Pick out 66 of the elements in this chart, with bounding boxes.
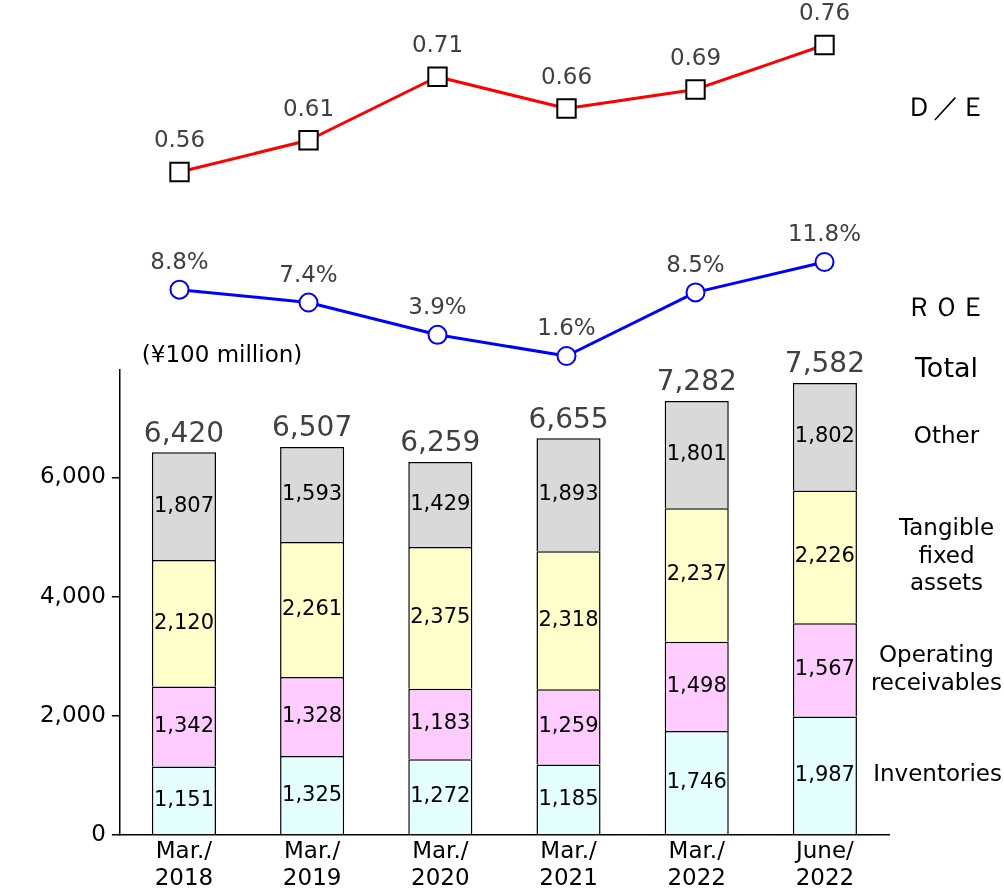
data-label: 11.8% (787, 220, 862, 247)
data-label: 1,342 (153, 712, 214, 737)
data-label: 1,801 (666, 441, 727, 466)
point (169, 279, 190, 300)
data-label: 1,259 (538, 713, 599, 738)
data-label: 8.8% (150, 248, 209, 275)
x-tick-label: June/ 2022 (793, 837, 855, 890)
text: Ｄ／Ｅ (906, 90, 987, 122)
data-label: 0.61 (282, 94, 335, 121)
text: Other (913, 421, 980, 448)
point (685, 282, 706, 303)
y-tick-label: 0 (91, 820, 106, 847)
data-label: 0.69 (669, 43, 722, 70)
data-label: 1,185 (538, 785, 599, 810)
point (556, 346, 577, 366)
data-label: 0.66 (540, 62, 593, 89)
series-label: Inventories (873, 760, 1003, 787)
data-label: 2,120 (153, 609, 214, 634)
data-label: 1,593 (282, 481, 343, 506)
total-label: 6,420 (143, 415, 225, 449)
data-label: 1,802 (794, 423, 855, 448)
data-label: 1.6% (537, 314, 596, 341)
series-label: Operating receivables (870, 641, 1002, 695)
data-label: 7.4% (279, 261, 338, 288)
total-label: 7,282 (656, 364, 737, 398)
data-label: 3.9% (408, 293, 467, 320)
data-label: 1,498 (666, 672, 727, 697)
x-tick-label: Mar./ 2021 (539, 837, 598, 890)
data-label: 2,375 (410, 604, 471, 629)
total-label: 6,507 (272, 410, 353, 444)
series-label: Tangible fixed assets (897, 514, 995, 596)
y-tick-label: 2,000 (39, 700, 106, 727)
data-label: 1,987 (794, 761, 855, 786)
data-label: 2,226 (794, 543, 855, 568)
data-label: 1,325 (282, 781, 343, 806)
x-tick-label: Mar./ 2022 (667, 837, 726, 890)
data-label: 1,746 (666, 769, 727, 794)
total-label: 6,259 (400, 425, 481, 459)
data-label: 2,261 (282, 595, 343, 620)
x-tick-label: Mar./ 2019 (282, 837, 342, 890)
point (814, 252, 835, 272)
data-label: 2,237 (666, 561, 727, 586)
data-label: 1,151 (153, 786, 214, 811)
text: Total (913, 352, 979, 384)
data-label: 1,893 (538, 481, 599, 506)
y-tick-label: 6,000 (39, 462, 106, 489)
data-label: 2,318 (538, 606, 599, 631)
data-label: 1,328 (282, 702, 343, 727)
data-label: 0.56 (153, 126, 206, 153)
data-label: 0.71 (411, 31, 464, 58)
data-label: 1,807 (153, 492, 214, 517)
text: ＲＯＥ (906, 291, 987, 323)
point (427, 324, 448, 345)
x-tick-label: Mar./ 2018 (154, 837, 214, 890)
data-label: 1,183 (410, 710, 471, 735)
data-label: 1,567 (794, 656, 855, 681)
total-label: 7,582 (784, 346, 865, 380)
x-tick-label: Mar./ 2020 (411, 837, 470, 890)
data-label: 0.76 (798, 0, 851, 26)
y-axis-title: (¥100 million) (141, 340, 303, 367)
data-label: 1,272 (410, 783, 471, 808)
data-label: 1,429 (410, 490, 471, 515)
data-label: 8.5% (666, 250, 725, 277)
total-label: 6,655 (528, 401, 609, 435)
point (298, 292, 319, 313)
y-tick-label: 4,000 (39, 581, 106, 608)
